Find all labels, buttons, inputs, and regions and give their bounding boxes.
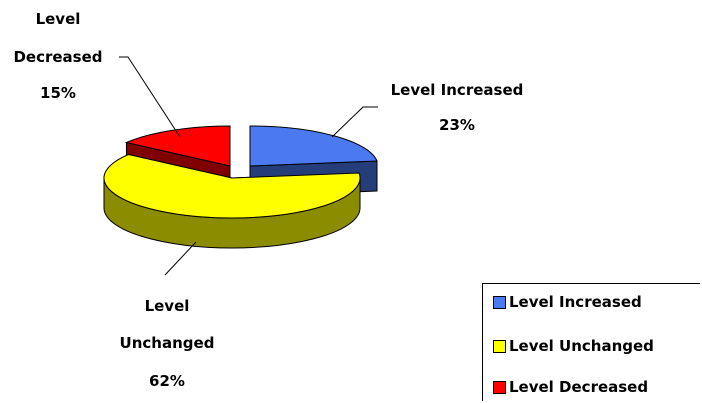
- legend-label-decreased: Level Decreased: [509, 378, 649, 396]
- legend-item-decreased: Level Decreased: [493, 377, 648, 397]
- pie-slices: [103, 125, 378, 249]
- pie-slice-decreased: [124, 125, 231, 167]
- pie-slice-unchanged: [103, 153, 361, 219]
- legend-label-increased: Level Increased: [509, 293, 642, 311]
- legend-item-unchanged: Level Unchanged: [493, 336, 654, 356]
- leader-line-increased: [331, 106, 378, 138]
- data-label-unchanged-name-2: Unchanged: [120, 334, 215, 352]
- data-label-unchanged-name-1: Level: [145, 297, 190, 315]
- data-label-increased-name: Level Increased: [391, 81, 524, 99]
- data-label-unchanged-value: 62%: [149, 372, 185, 390]
- data-label-decreased-value: 15%: [40, 84, 76, 102]
- leader-line-unchanged: [164, 241, 197, 276]
- legend-swatch-increased: [493, 295, 506, 309]
- leader-line-decreased: [119, 56, 181, 138]
- data-label-decreased-name-2: Decreased: [13, 48, 102, 66]
- legend-label-unchanged: Level Unchanged: [509, 337, 654, 355]
- data-label-decreased-name-1: Level: [36, 10, 81, 28]
- data-label-increased-value: 23%: [439, 116, 475, 134]
- legend: Level Increased Level Unchanged Level De…: [482, 283, 700, 401]
- legend-swatch-unchanged: [493, 339, 506, 353]
- pie-slice-increased: [249, 125, 378, 167]
- legend-swatch-decreased: [493, 380, 506, 394]
- legend-item-increased: Level Increased: [493, 292, 642, 312]
